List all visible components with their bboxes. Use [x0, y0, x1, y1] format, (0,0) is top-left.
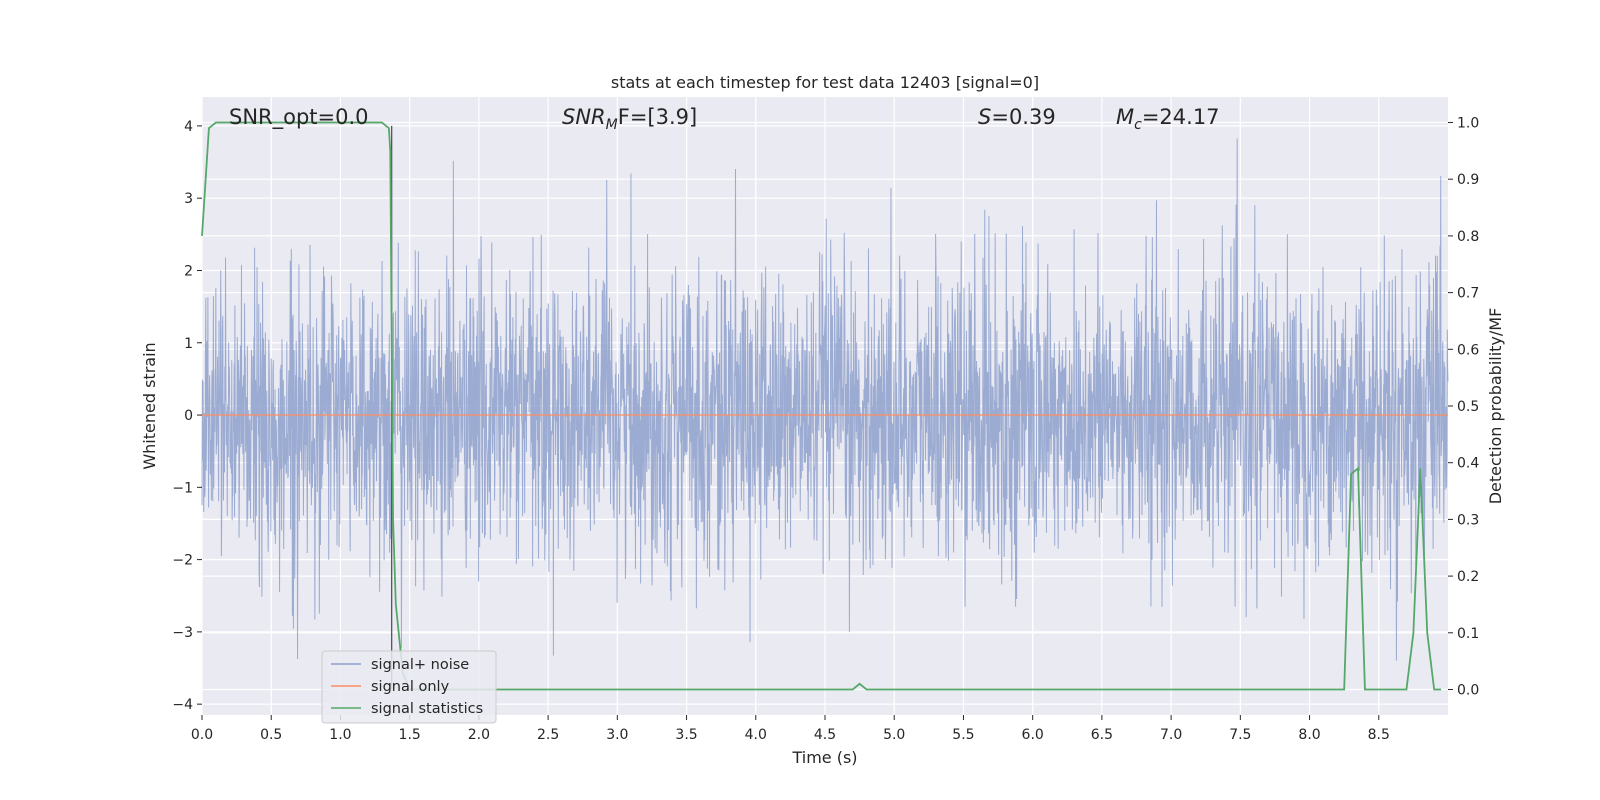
y2-tick-label: 1.0: [1457, 116, 1479, 132]
y-tick-label: 4: [184, 119, 193, 135]
legend-label-noise: signal+ noise: [371, 657, 469, 673]
x-tick-label: 3.5: [675, 727, 697, 743]
y-tick-label: 1: [184, 336, 193, 352]
x-tick-label: 5.0: [883, 727, 905, 743]
x-tick-label: 7.5: [1229, 727, 1251, 743]
x-tick-label: 4.5: [814, 727, 836, 743]
annotation-mc-sub: c: [1134, 117, 1142, 133]
legend-label-signal-only: signal only: [371, 679, 450, 695]
series-signal-noise: [201, 138, 1449, 661]
x-tick-label: 8.0: [1298, 727, 1320, 743]
line-signal-statistics: [201, 121, 1442, 691]
y2-tick-label: 0.0: [1457, 682, 1479, 698]
x-tick-label: 2.0: [468, 727, 490, 743]
y-tick-label: −3: [172, 625, 193, 641]
x-axis-label: Time (s): [791, 748, 857, 767]
series-lines: [201, 121, 1448, 691]
x-tick-label: 7.0: [1160, 727, 1182, 743]
x-tick-label: 1.5: [399, 727, 421, 743]
annotation-snr-mf-sub: M: [606, 117, 618, 133]
x-tick-label: 0.5: [260, 727, 282, 743]
annotation-snr-mf-tail: F=[3.9]: [618, 105, 697, 129]
annotation-snr-opt: SNR_opt=0.0: [229, 105, 369, 130]
annotation-mc-tail: =24.17: [1142, 105, 1220, 129]
y-tick-label: −2: [172, 553, 193, 569]
y-tick-label: 0: [184, 408, 193, 424]
y2-axis-label: Detection probability/MF: [1486, 308, 1505, 505]
line-signal-noise: [201, 138, 1449, 661]
y2-tick-label: 0.3: [1457, 512, 1479, 528]
x-tick-label: 6.0: [1022, 727, 1044, 743]
x-tick-label: 4.0: [745, 727, 767, 743]
annotation-mc: Mc=24.17: [1116, 105, 1220, 133]
y2-tick-label: 0.5: [1457, 399, 1479, 415]
annotation-s: S=0.39: [978, 105, 1056, 129]
y2-tick-label: 0.7: [1457, 286, 1479, 302]
y-tick-label: −1: [172, 480, 193, 496]
x-tick-label: 5.5: [952, 727, 974, 743]
x-tick-label: 0.0: [191, 727, 213, 743]
x-tick-label: 3.0: [606, 727, 628, 743]
y-tick-label: 3: [184, 191, 193, 207]
chart-title: stats at each timestep for test data 124…: [611, 73, 1039, 92]
annotation-s-tail: =0.39: [991, 105, 1055, 129]
y2-tick-label: 0.2: [1457, 569, 1479, 585]
y2-tick-label: 0.1: [1457, 626, 1479, 642]
annotation-s-main: S: [978, 105, 991, 129]
y2-tick-label: 0.8: [1457, 229, 1479, 245]
y2-tick-label: 0.4: [1457, 456, 1479, 472]
y-tick-label: 2: [184, 263, 193, 279]
y2-tick-label: 0.9: [1457, 172, 1479, 188]
annotation-mc-main: M: [1116, 105, 1134, 129]
legend-box: [321, 650, 497, 724]
x-tick-label: 2.5: [537, 727, 559, 743]
y-tick-label: −4: [172, 697, 193, 713]
y2-tick-label: 0.6: [1457, 342, 1479, 358]
x-tick-label: 6.5: [1091, 727, 1113, 743]
legend: signal+ noise signal only signal statist…: [321, 650, 497, 724]
y-axis-label: Whitened strain: [140, 342, 159, 469]
tick-labels: 0.0 0.5 1.0 1.5 2.0 2.5 3.0 3.5 4.0 4.5 5.0 5.5 6.0 6…: [172, 116, 1479, 743]
legend-label-statistics: signal statistics: [371, 701, 483, 717]
x-tick-label: 1.0: [329, 727, 351, 743]
annotation-snr-mf-main: SNR: [562, 105, 606, 129]
x-tick-label: 8.5: [1368, 727, 1390, 743]
annotation-snr-mf: SNRMF=[3.9]: [562, 105, 697, 133]
